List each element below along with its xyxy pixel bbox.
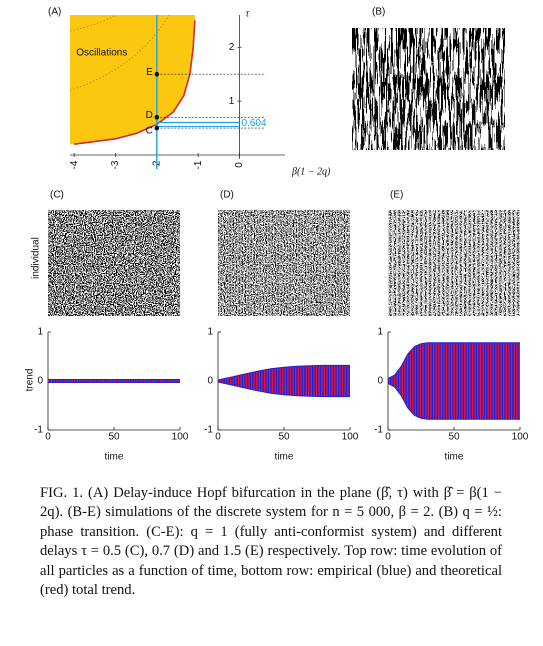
envelope-upper: [217, 364, 350, 381]
y-tick-label: -1: [204, 425, 213, 436]
panel-label: (D): [220, 190, 234, 201]
x-tick-label: 50: [278, 432, 290, 443]
panel-b: (B): [352, 7, 505, 150]
y-tick-label: 1: [229, 96, 235, 107]
point-label: E: [146, 67, 153, 78]
x-tick-label: 0: [215, 432, 221, 443]
y-tick-label: -1: [34, 425, 43, 436]
x-tick-label: 0: [385, 432, 391, 443]
panel-label: (B): [372, 7, 385, 18]
envelope-lower: [387, 383, 520, 420]
x-tick-label: 50: [108, 432, 120, 443]
oscillation-region: [70, 15, 195, 145]
panel-a: (A): [48, 7, 61, 18]
x-tick-label: 100: [512, 432, 529, 443]
y-tick-label: 1: [207, 327, 213, 338]
point: [154, 125, 160, 131]
panel-label: (C): [50, 190, 64, 201]
inner-branch: [69, 14, 170, 91]
x-tick-label: 100: [342, 432, 359, 443]
y-axis-label: trend: [25, 369, 36, 392]
point-label: D: [146, 110, 153, 121]
point: [154, 71, 160, 77]
region-label: Oscillations: [76, 47, 127, 58]
raster-upper: [352, 28, 505, 90]
y-axis-label: individual: [31, 237, 42, 279]
envelope-upper: [387, 342, 520, 379]
caption: FIG. 1. (A) Delay-induce Hopf bifurcatio…: [40, 485, 502, 599]
raster-stripes: [388, 210, 520, 316]
panel-label: (E): [390, 190, 403, 201]
raster: [48, 210, 180, 316]
x-tick-label: 100: [172, 432, 189, 443]
raster-stripes: [218, 210, 350, 316]
y-tick-label: 1: [37, 327, 43, 338]
y-tick-label: -1: [374, 425, 383, 436]
panel-label: (A): [48, 7, 61, 18]
inner-branch: [69, 14, 116, 32]
x-tick-label: -3: [110, 160, 121, 169]
y-tick-label: 0: [377, 376, 383, 387]
envelope-lower: [217, 381, 350, 398]
oscillation-band: [218, 365, 350, 397]
y-tick-label: 0: [207, 376, 213, 387]
x-axis-label: β(1 − 2q): [291, 166, 331, 177]
x-tick-label: 50: [448, 432, 460, 443]
point-label: C: [146, 126, 153, 137]
x-tick-label: 0: [234, 162, 245, 168]
x-tick-label: -1: [193, 160, 204, 169]
critical-label: 0.604: [242, 118, 267, 129]
x-axis-label: time: [275, 452, 294, 463]
x-tick-label: 0: [45, 432, 51, 443]
x-axis-label: time: [105, 452, 124, 463]
oscillation-band: [48, 379, 180, 383]
hopf-boundary: [74, 20, 196, 146]
oscillation-band: [388, 342, 520, 420]
point: [154, 115, 160, 120]
raster-lower: [352, 90, 505, 150]
x-tick-label: -4: [69, 160, 80, 169]
y-tick-label: 1: [377, 327, 383, 338]
x-axis-label: time: [445, 452, 464, 463]
y-tick-label: 2: [229, 42, 235, 53]
y-tick-label: 0: [37, 376, 43, 387]
y-axis-label: τ: [246, 8, 250, 19]
